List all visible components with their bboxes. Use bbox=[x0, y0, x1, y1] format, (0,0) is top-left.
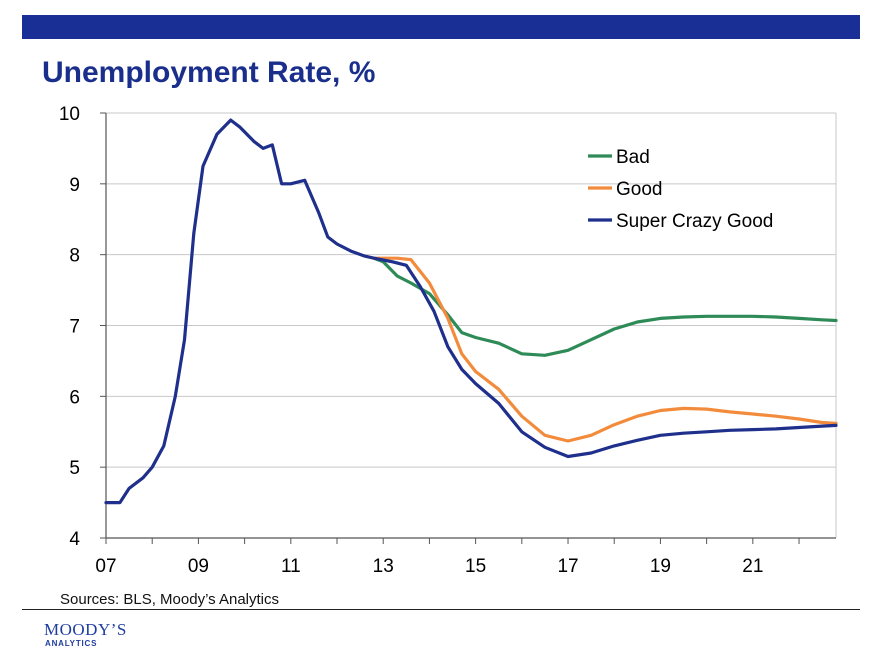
chart-title: Unemployment Rate, % bbox=[42, 56, 376, 89]
grid-lines bbox=[106, 112, 837, 538]
x-tick-label: 19 bbox=[650, 556, 671, 577]
legend: Bad Good Super Crazy Good bbox=[588, 147, 773, 232]
x-tick-label: 13 bbox=[373, 556, 394, 577]
x-tick-label: 11 bbox=[281, 556, 301, 577]
x-tick-label: 21 bbox=[742, 556, 763, 577]
moodys-logo-subtitle: ANALYTICS bbox=[45, 639, 98, 648]
y-tick-label: 6 bbox=[69, 387, 80, 408]
legend-label: Super Crazy Good bbox=[616, 211, 773, 232]
series-line-bad bbox=[372, 256, 838, 357]
top-banner-bar bbox=[22, 15, 860, 39]
y-tick-label: 7 bbox=[69, 317, 80, 338]
legend-label: Good bbox=[616, 179, 662, 200]
axes: 4 5 6 7 8 9 10 07 09 11 13 15 17 19 21 bbox=[59, 104, 836, 577]
series-lines bbox=[104, 118, 838, 505]
legend-label: Bad bbox=[616, 147, 650, 168]
x-tick-label: 15 bbox=[465, 556, 486, 577]
y-tick-label: 8 bbox=[69, 246, 80, 267]
footer-divider bbox=[22, 609, 860, 610]
y-tick-label: 4 bbox=[69, 529, 80, 550]
x-tick-label: 07 bbox=[95, 556, 116, 577]
x-tick-label: 17 bbox=[557, 556, 578, 577]
x-tick-label: 09 bbox=[188, 556, 209, 577]
y-tick-label: 10 bbox=[59, 104, 80, 125]
series-line-super-crazy-good bbox=[104, 118, 838, 505]
y-tick-label: 9 bbox=[69, 175, 80, 196]
moodys-logo: MOODY’S bbox=[44, 620, 127, 639]
sources-note: Sources: BLS, Moody’s Analytics bbox=[60, 591, 279, 608]
y-tick-label: 5 bbox=[69, 458, 80, 479]
series-line-good bbox=[372, 256, 838, 443]
